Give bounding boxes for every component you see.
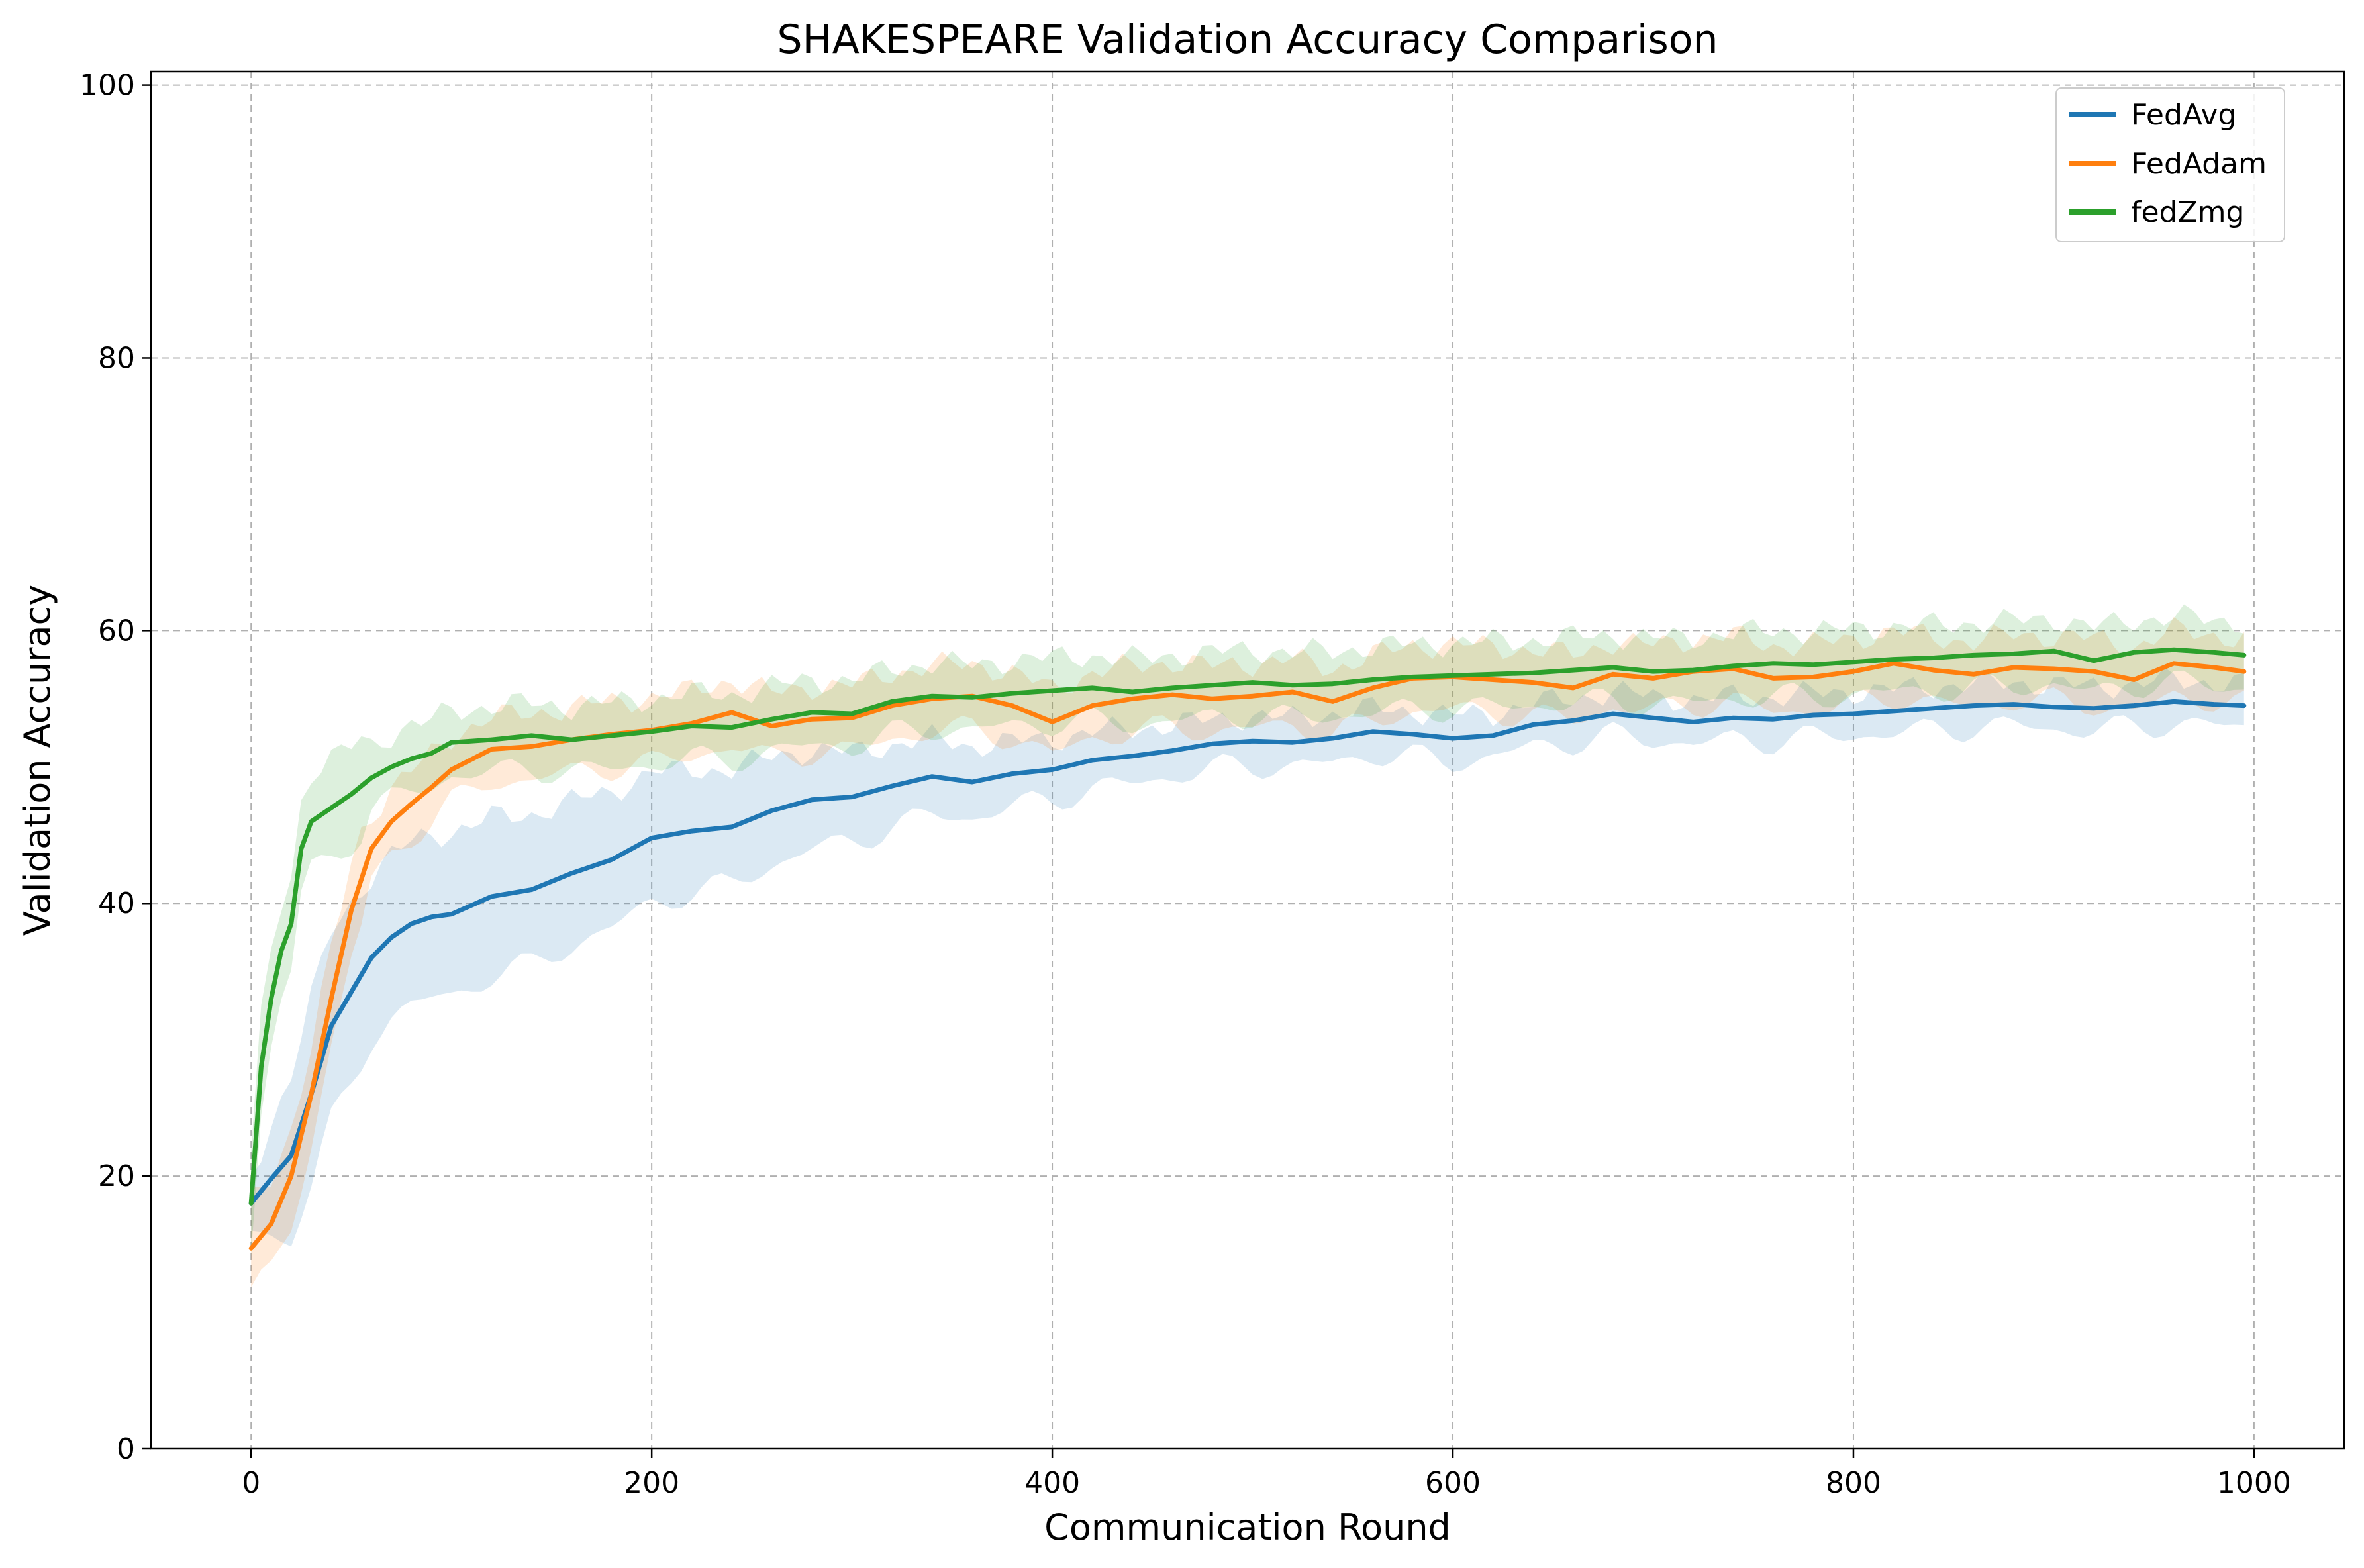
chart-title: SHAKESPEARE Validation Accuracy Comparis… bbox=[777, 17, 1718, 63]
legend-label-fedadam: FedAdam bbox=[2131, 147, 2267, 181]
x-tick-label: 1000 bbox=[2217, 1466, 2291, 1500]
x-tick-label: 0 bbox=[242, 1466, 260, 1500]
line-layer bbox=[248, 647, 2247, 1251]
y-tick-label: 100 bbox=[79, 69, 135, 103]
x-tick-label: 400 bbox=[1024, 1466, 1080, 1500]
tick-layer: 0 200 400 600 800 1000 0 20 40 60 80 100 bbox=[79, 69, 2291, 1500]
plot-frame bbox=[150, 70, 2345, 1450]
legend-label-fedzmg: fedZmg bbox=[2131, 195, 2244, 229]
grid-layer bbox=[151, 72, 2344, 1449]
x-axis-label: Communication Round bbox=[1044, 1506, 1451, 1548]
confidence-band-fedavg bbox=[251, 667, 2244, 1247]
y-tick-label: 80 bbox=[98, 341, 135, 375]
series-line-fedzmg bbox=[248, 647, 2247, 1206]
x-tick-label: 600 bbox=[1425, 1466, 1481, 1500]
series-line-fedavg bbox=[248, 699, 2247, 1206]
y-tick-label: 0 bbox=[117, 1432, 135, 1466]
y-axis-label: Validation Accuracy bbox=[17, 585, 58, 936]
legend: FedAvg FedAdam fedZmg bbox=[2055, 87, 2285, 242]
legend-box bbox=[2055, 87, 2285, 242]
x-tick-label: 200 bbox=[624, 1466, 679, 1500]
legend-label-fedavg: FedAvg bbox=[2131, 98, 2236, 132]
y-tick-label: 40 bbox=[98, 887, 135, 920]
x-tick-label: 800 bbox=[1826, 1466, 1881, 1500]
y-tick-label: 60 bbox=[98, 614, 135, 648]
confidence-band-fedadam bbox=[251, 616, 2244, 1287]
y-tick-label: 20 bbox=[98, 1159, 135, 1193]
series-line-fedadam bbox=[248, 661, 2247, 1251]
